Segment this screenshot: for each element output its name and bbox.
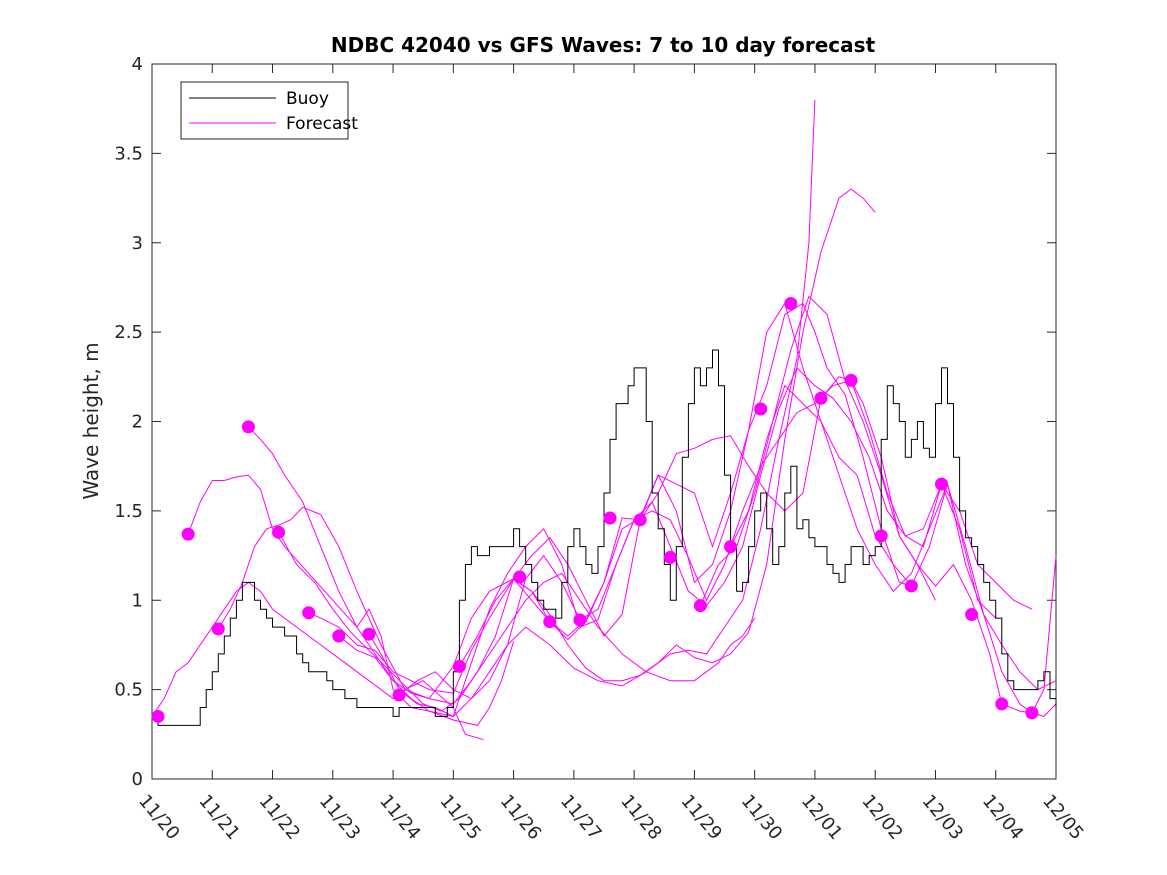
forecast-line-2 — [187, 474, 515, 726]
forecast-marker — [211, 622, 225, 636]
forecast-marker — [965, 608, 979, 622]
y-tick-label: 1.5 — [114, 501, 143, 522]
forecast-marker — [814, 391, 828, 405]
buoy-line — [152, 349, 1057, 726]
legend-forecast-label: Forecast — [286, 114, 358, 134]
forecast-marker — [452, 659, 466, 673]
y-tick-label: 3 — [132, 233, 143, 254]
series-layer — [151, 99, 1057, 741]
x-tick-label: 11/23 — [315, 791, 364, 844]
forecast-marker — [181, 527, 195, 541]
forecast-line-6 — [308, 302, 912, 694]
legend-buoy-label: Buoy — [286, 89, 329, 109]
y-tick-label: 4 — [132, 54, 143, 75]
forecast-marker — [693, 599, 707, 613]
x-tick-label: 11/27 — [556, 791, 605, 844]
forecast-marker — [392, 688, 406, 702]
x-tick-label: 11/22 — [255, 791, 304, 844]
x-tick-label: 11/28 — [616, 791, 665, 844]
forecast-marker — [241, 420, 255, 434]
x-tick-label: 11/21 — [194, 791, 243, 844]
forecast-marker — [1025, 706, 1039, 720]
forecast-marker — [904, 579, 918, 593]
forecast-line-8 — [368, 379, 997, 718]
forecast-marker — [573, 613, 587, 627]
forecast-marker — [603, 511, 617, 525]
forecast-marker — [151, 709, 165, 723]
x-tick-label: 12/01 — [797, 791, 846, 844]
forecast-marker — [934, 477, 948, 491]
forecast-marker — [995, 697, 1009, 711]
y-axis-label: Wave height, m — [79, 342, 103, 499]
forecast-marker — [844, 373, 858, 387]
forecast-marker — [663, 550, 677, 564]
x-tick-label: 11/26 — [496, 791, 545, 844]
x-tick-label: 11/30 — [737, 791, 786, 844]
forecast-line-4 — [248, 99, 816, 717]
forecast-marker — [784, 297, 798, 311]
y-tick-label: 3.5 — [114, 143, 143, 164]
forecast-marker — [272, 525, 286, 539]
forecast-marker — [754, 402, 768, 416]
x-tick-label: 12/02 — [857, 791, 906, 844]
x-tick-label: 11/29 — [677, 791, 726, 844]
forecast-line-11 — [699, 295, 1057, 714]
x-tick-label: 11/25 — [436, 791, 485, 844]
y-tick-label: 0.5 — [114, 680, 143, 701]
y-tick-label: 2 — [132, 412, 143, 433]
forecast-marker — [332, 629, 346, 643]
chart-title: NDBC 42040 vs GFS Waves: 7 to 10 day for… — [331, 33, 876, 57]
x-tick-label: 11/24 — [375, 791, 424, 844]
x-tick-label: 12/05 — [1038, 791, 1087, 844]
x-tick-label: 11/20 — [134, 791, 183, 844]
forecast-marker — [633, 513, 647, 527]
forecast-marker — [543, 615, 557, 629]
x-tick-label: 12/04 — [978, 791, 1027, 844]
forecast-marker — [874, 529, 888, 543]
y-tick-label: 2.5 — [114, 322, 143, 343]
marker-layer — [151, 297, 1039, 723]
y-tick-label: 1 — [132, 590, 143, 611]
forecast-line-10 — [458, 302, 1057, 691]
forecast-line-12 — [730, 384, 1057, 717]
forecast-line-5 — [278, 188, 876, 712]
legend: Buoy Forecast — [180, 81, 358, 140]
legend-box — [180, 81, 349, 140]
y-tick-label: 0 — [132, 769, 143, 790]
y-axis: 0 0.5 1 1.5 2 2.5 3 3.5 4 — [114, 54, 1056, 790]
forecast-marker — [724, 540, 738, 554]
forecast-marker — [513, 570, 527, 584]
forecast-marker — [302, 606, 316, 620]
forecast-marker — [362, 627, 376, 641]
x-tick-label: 12/03 — [918, 791, 967, 844]
